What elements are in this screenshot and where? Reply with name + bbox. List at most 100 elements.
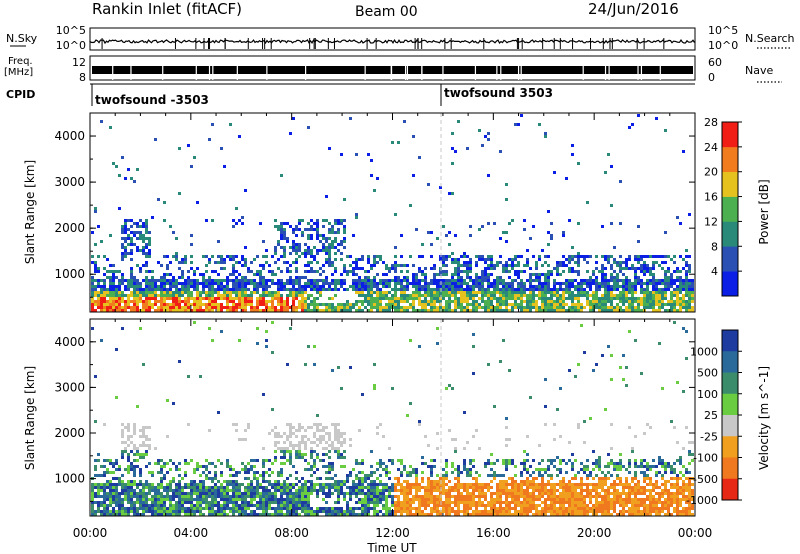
heatmap-cell [211,306,214,309]
heatmap-cell [139,300,142,303]
heatmap-cell [196,282,199,285]
heatmap-cell [337,435,340,438]
heatmap-cell [409,306,412,309]
heatmap-cell [241,255,244,258]
heatmap-cell [352,279,355,282]
heatmap-cell [493,282,496,285]
heatmap-cell [493,264,496,267]
heatmap-cell [376,510,379,513]
heatmap-cell [250,309,253,312]
heatmap-cell [598,300,601,303]
heatmap-cell [340,252,343,255]
heatmap-cell [451,462,454,465]
heatmap-cell [232,225,235,228]
heatmap-cell [145,501,148,504]
heatmap-cell [478,306,481,309]
heatmap-cell [298,426,301,429]
heatmap-cell [226,507,229,510]
heatmap-cell [430,486,433,489]
heatmap-cell [496,303,499,306]
heatmap-cell [145,309,148,312]
heatmap-cell [286,447,289,450]
heatmap-cell [286,267,289,270]
heatmap-cell [286,513,289,516]
heatmap-cell [181,489,184,492]
heatmap-cell [460,291,463,294]
heatmap-cell [379,291,382,294]
heatmap-cell [286,222,289,225]
heatmap-cell [394,513,397,516]
heatmap-cell [193,498,196,501]
heatmap-cell [169,294,172,297]
heatmap-cell [118,465,121,468]
heatmap-cell [628,267,631,270]
heatmap-cell [664,297,667,300]
heatmap-cell [295,501,298,504]
heatmap-cell [670,306,673,309]
heatmap-cell [226,513,229,516]
heatmap-cell [409,255,412,258]
heatmap-cell [466,483,469,486]
heatmap-cell [358,291,361,294]
heatmap-cell [433,306,436,309]
heatmap-cell [103,294,106,297]
heatmap-cell [442,270,445,273]
heatmap-cell [166,273,169,276]
heatmap-cell [379,510,382,513]
heatmap-cell [235,507,238,510]
heatmap-cell [235,492,238,495]
heatmap-cell [232,507,235,510]
heatmap-cell [238,303,241,306]
heatmap-cell [499,150,502,153]
heatmap-cell [424,504,427,507]
heatmap-cell [571,267,574,270]
heatmap-cell [511,285,514,288]
heatmap-cell [349,255,352,258]
heatmap-cell [220,513,223,516]
heatmap-cell [382,498,385,501]
heatmap-cell [244,309,247,312]
heatmap-cell [268,480,271,483]
heatmap-cell [493,462,496,465]
heatmap-cell [298,243,301,246]
heatmap-cell [406,297,409,300]
heatmap-cell [463,507,466,510]
heatmap-cell [190,255,193,258]
heatmap-cell [427,477,430,480]
heatmap-cell [658,279,661,282]
heatmap-cell [169,297,172,300]
heatmap-cell [238,288,241,291]
heatmap-cell [601,264,604,267]
heatmap-cell [397,306,400,309]
heatmap-cell [205,489,208,492]
heatmap-cell [229,297,232,300]
heatmap-cell [91,303,94,306]
heatmap-cell [649,291,652,294]
heatmap-cell [280,435,283,438]
heatmap-cell [478,492,481,495]
heatmap-cell [127,444,130,447]
heatmap-cell [94,495,97,498]
heatmap-cell [115,510,118,513]
heatmap-cell [511,267,514,270]
heatmap-cell [142,456,145,459]
heatmap-cell [331,477,334,480]
heatmap-cell [457,258,460,261]
heatmap-cell [109,489,112,492]
heatmap-cell [337,483,340,486]
heatmap-cell [229,468,232,471]
heatmap-cell [322,270,325,273]
heatmap-cell [577,162,580,165]
heatmap-cell [295,477,298,480]
heatmap-cell [502,297,505,300]
heatmap-cell [181,282,184,285]
heatmap-cell [205,264,208,267]
heatmap-cell [313,300,316,303]
heatmap-cell [262,462,265,465]
heatmap-cell [562,264,565,267]
heatmap-cell [424,291,427,294]
heatmap-cell [160,486,163,489]
heatmap-cell [103,273,106,276]
heatmap-cell [646,282,649,285]
heatmap-cell [175,468,178,471]
